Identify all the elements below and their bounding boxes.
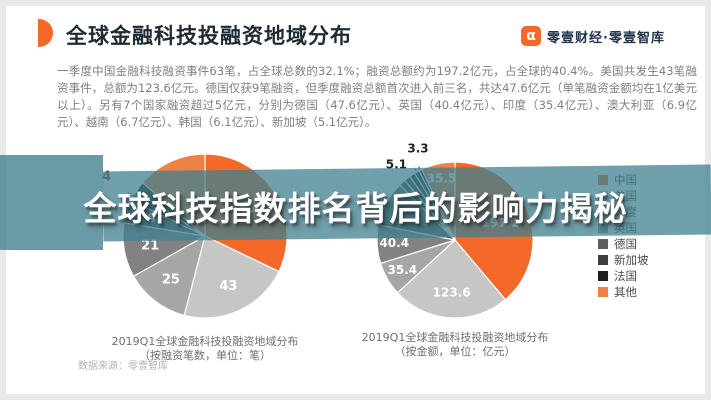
legend-swatch — [598, 255, 608, 265]
svg-text:3.3: 3.3 — [407, 142, 428, 156]
svg-text:123.6: 123.6 — [433, 285, 471, 299]
legend-item: 新加坡 — [598, 252, 649, 268]
legend-label: 其他 — [614, 285, 637, 299]
legend-swatch — [598, 271, 608, 281]
legend-item: 法国 — [598, 268, 649, 284]
banner-left-cap — [0, 155, 103, 250]
svg-text:25: 25 — [162, 273, 180, 288]
svg-text:21: 21 — [141, 238, 159, 253]
pie-chart-by-amount: 197.2123.635.440.45.13.335.5 — [376, 142, 534, 319]
legend-item: 德国 — [598, 236, 649, 252]
legend-label: 法国 — [614, 269, 637, 283]
summary-paragraph: 一季度中国金融科技融资事件63笔，占全球总数的32.1%；融资总额约为197.2… — [57, 64, 697, 129]
banner-headline: 全球科技指数排名背后的影响力揭秘 — [83, 189, 628, 228]
legend-swatch — [598, 239, 608, 249]
page-title: 全球金融科技投融资地域分布 — [66, 24, 352, 48]
right-chart-title: 2019Q1全球金融科技投融资地域分布 — [361, 331, 549, 344]
svg-text:43: 43 — [219, 279, 237, 294]
orange-tab-decoration — [38, 19, 53, 47]
right-chart-subtitle: （按金额，单位：亿元） — [394, 345, 516, 358]
legend-label: 新加坡 — [614, 253, 649, 267]
right-chart-caption: 2019Q1全球金融科技投融资地域分布 （按金额，单位：亿元） — [340, 331, 570, 359]
brand-logo-icon: α — [521, 26, 542, 46]
svg-text:40.4: 40.4 — [379, 236, 409, 250]
source-note: 数据来源：零壹智库 — [78, 361, 168, 372]
left-chart-caption: 2019Q1全球金融科技投融资地域分布 （按融资笔数，单位：笔） — [90, 335, 320, 363]
brand-name: 零壹财经·零壹智库 — [547, 30, 665, 46]
legend-item: 其他 — [598, 284, 649, 300]
left-chart-title: 2019Q1全球金融科技投融资地域分布 — [111, 335, 299, 348]
svg-text:35.4: 35.4 — [388, 263, 418, 277]
legend-swatch — [598, 287, 608, 297]
left-chart-subtitle: （按融资笔数，单位：笔） — [139, 349, 271, 362]
brand-logo: α 零壹财经·零壹智库 — [521, 25, 665, 47]
legend-label: 德国 — [614, 237, 637, 251]
